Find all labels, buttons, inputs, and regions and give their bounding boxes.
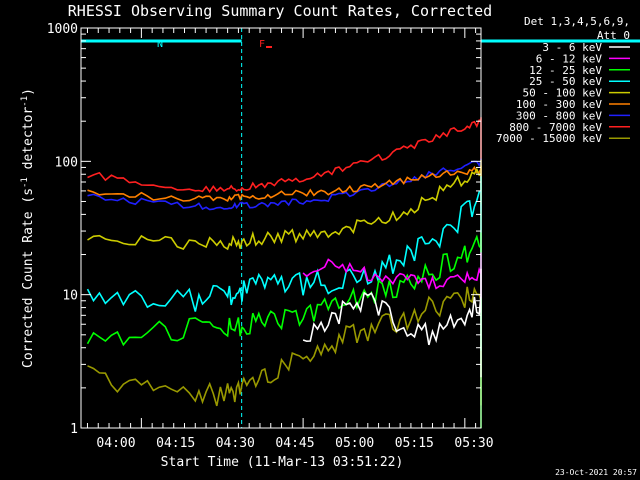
series-lines bbox=[86, 117, 482, 428]
legend-header-line-1: Det 1,3,4,5,6,9, bbox=[524, 15, 630, 28]
legend-label: 7000 - 15000 keV bbox=[496, 132, 602, 145]
legend-label: 50 - 100 keV bbox=[523, 87, 603, 100]
y-axis-label-sup2: -1 bbox=[20, 96, 30, 107]
x-tick-label: 05:00 bbox=[335, 436, 374, 451]
x-tick-label: 05:30 bbox=[454, 436, 493, 451]
legend-label: 6 - 12 keV bbox=[536, 52, 603, 65]
y-axis-label: Corrected Count Rate (s-1 detector-1) bbox=[20, 88, 36, 368]
annotation-n: N bbox=[157, 39, 163, 50]
x-tick-label: 04:00 bbox=[96, 436, 135, 451]
y-axis-label-mid: detector bbox=[21, 107, 36, 178]
annotation-f: F bbox=[259, 39, 265, 50]
series-50-100-kev bbox=[87, 159, 482, 282]
chart-title: RHESSI Observing Summary Count Rates, Co… bbox=[68, 2, 492, 20]
legend-header-line-2: Att 0 bbox=[597, 29, 630, 42]
x-tick-label: 04:15 bbox=[156, 436, 195, 451]
y-tick-label: 10 bbox=[62, 289, 78, 304]
y-axis-label-sup1: -1 bbox=[20, 177, 30, 188]
y-axis-ticks: 1 10 100 1000 bbox=[47, 22, 481, 437]
x-axis-label: Start Time (11-Mar-13 03:51:22) bbox=[161, 455, 404, 470]
series-7000-15000-kev bbox=[87, 279, 482, 407]
night-intervals bbox=[81, 28, 640, 428]
y-tick-label: 100 bbox=[55, 155, 78, 170]
series-25-50-kev bbox=[86, 176, 482, 351]
x-axis-ticks: 04:00 04:15 04:30 04:45 05:00 05:15 05:30 bbox=[86, 28, 494, 451]
x-tick-label: 04:30 bbox=[216, 436, 255, 451]
plot-frame bbox=[80, 27, 482, 429]
legend-label: 800 - 7000 keV bbox=[509, 121, 602, 134]
y-axis-label-end: ) bbox=[21, 88, 36, 96]
x-tick-label: 04:45 bbox=[275, 436, 314, 451]
y-axis-label-main: Corrected Count Rate (s bbox=[21, 188, 36, 368]
y-tick-label: 1000 bbox=[47, 22, 78, 37]
x-tick-label: 05:15 bbox=[395, 436, 434, 451]
y-tick-label: 1 bbox=[70, 422, 78, 437]
legend-label: 12 - 25 keV bbox=[529, 64, 602, 77]
legend-label: 3 - 6 keV bbox=[542, 41, 602, 54]
legend-label: 25 - 50 keV bbox=[529, 75, 602, 88]
legend-label: 100 - 300 keV bbox=[516, 98, 602, 111]
legend-label: 300 - 800 keV bbox=[516, 109, 602, 122]
footer-date: 23-Oct-2021 20:57 bbox=[555, 468, 637, 477]
